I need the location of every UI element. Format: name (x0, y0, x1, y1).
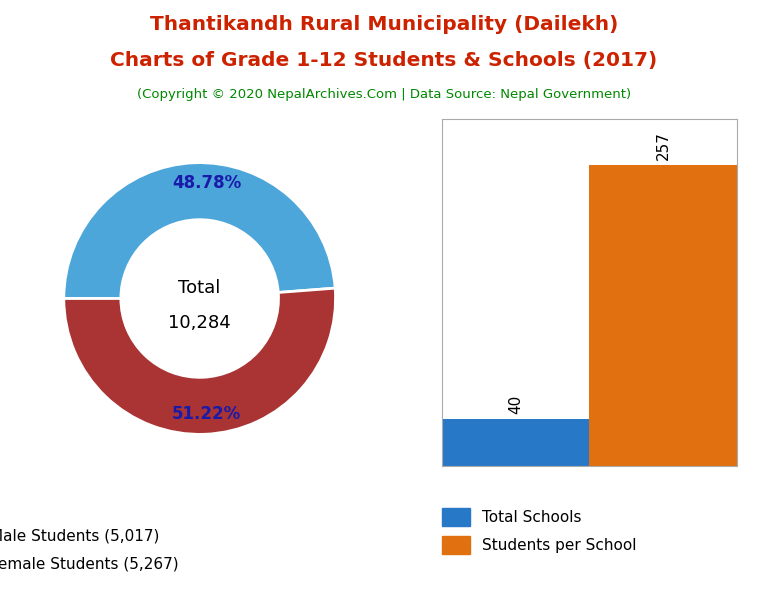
Text: 40: 40 (508, 395, 523, 414)
Text: (Copyright © 2020 NepalArchives.Com | Data Source: Nepal Government): (Copyright © 2020 NepalArchives.Com | Da… (137, 88, 631, 101)
Bar (589, 165, 737, 466)
Wedge shape (64, 162, 335, 298)
Text: Thantikandh Rural Municipality (Dailekh): Thantikandh Rural Municipality (Dailekh) (150, 15, 618, 34)
Text: Charts of Grade 1-12 Students & Schools (2017): Charts of Grade 1-12 Students & Schools … (111, 51, 657, 70)
Text: Total: Total (178, 279, 221, 297)
Legend: Male Students (5,017), Female Students (5,267): Male Students (5,017), Female Students (… (0, 519, 186, 580)
Text: 10,284: 10,284 (168, 314, 231, 332)
Text: 51.22%: 51.22% (172, 405, 241, 423)
Bar (442, 419, 589, 466)
Wedge shape (64, 288, 336, 435)
Text: 48.78%: 48.78% (172, 174, 241, 192)
Legend: Total Schools, Students per School: Total Schools, Students per School (435, 500, 644, 562)
Text: 257: 257 (656, 131, 671, 160)
